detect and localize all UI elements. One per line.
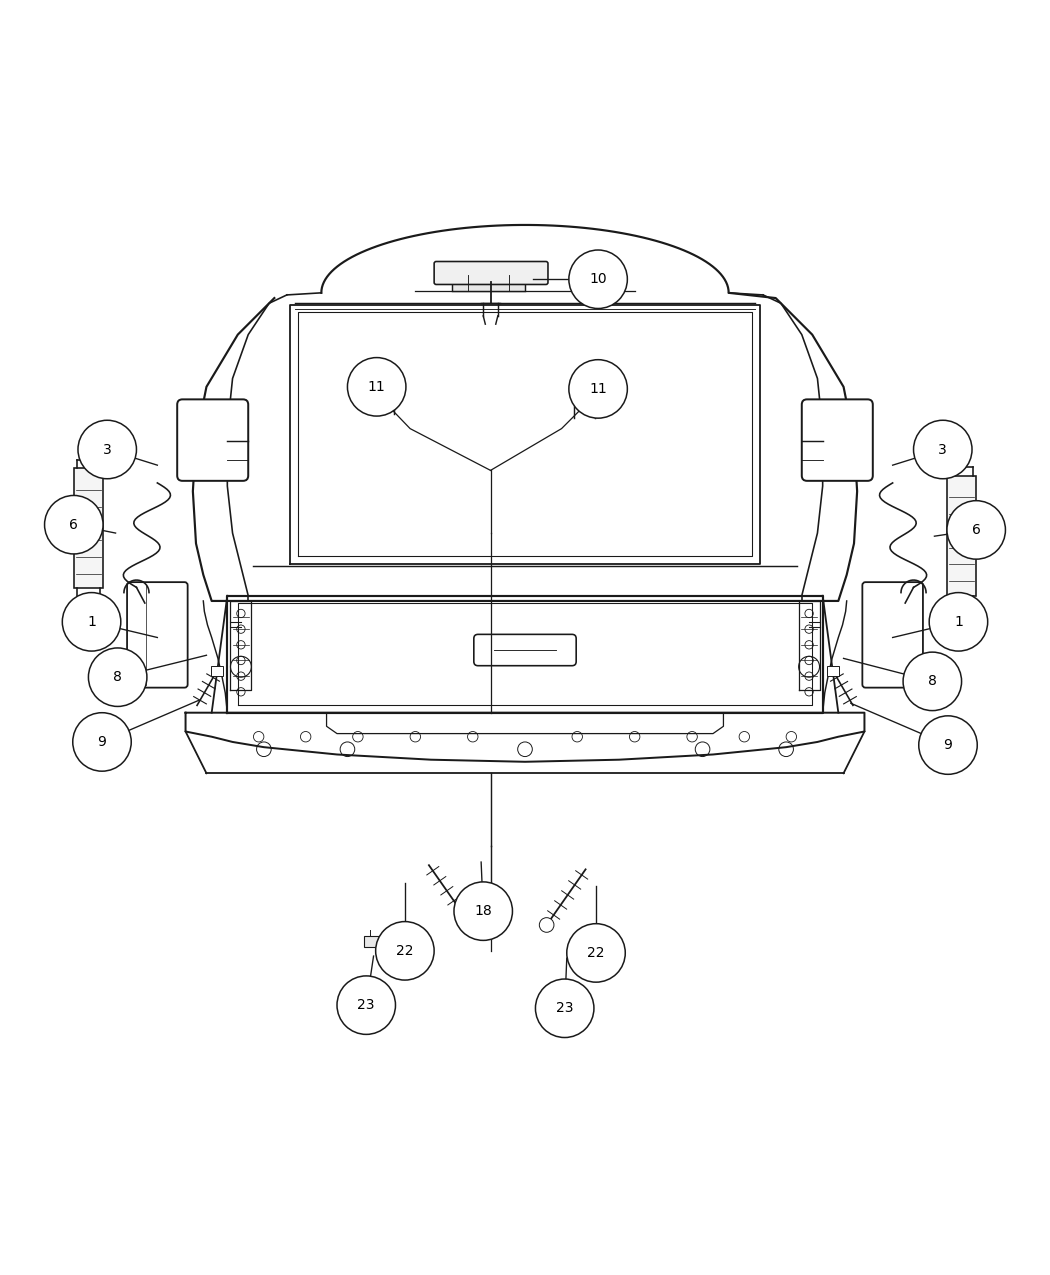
Text: 6: 6 <box>971 523 981 537</box>
Circle shape <box>88 648 147 706</box>
Circle shape <box>903 652 962 710</box>
Text: 1: 1 <box>87 615 96 629</box>
Circle shape <box>461 913 476 928</box>
Circle shape <box>72 713 131 771</box>
Bar <box>947 476 976 595</box>
Text: 6: 6 <box>69 518 79 532</box>
Text: 8: 8 <box>113 671 122 685</box>
Text: 11: 11 <box>589 382 607 397</box>
Text: 23: 23 <box>357 998 375 1012</box>
Text: 9: 9 <box>98 734 106 748</box>
Bar <box>826 666 839 676</box>
Circle shape <box>569 360 627 418</box>
FancyBboxPatch shape <box>177 399 248 481</box>
Bar <box>452 275 525 291</box>
FancyBboxPatch shape <box>434 261 548 284</box>
Text: 22: 22 <box>396 944 414 958</box>
Bar <box>364 936 390 946</box>
Circle shape <box>569 250 627 309</box>
Text: 3: 3 <box>103 442 111 456</box>
Circle shape <box>78 421 136 478</box>
Text: 18: 18 <box>475 904 492 918</box>
Bar <box>211 666 224 676</box>
Circle shape <box>567 923 625 982</box>
Circle shape <box>337 975 396 1034</box>
Circle shape <box>536 979 594 1038</box>
Circle shape <box>929 593 988 652</box>
Circle shape <box>348 357 406 416</box>
Circle shape <box>454 882 512 941</box>
Bar <box>74 468 103 588</box>
Text: 11: 11 <box>368 380 385 394</box>
Circle shape <box>376 922 434 980</box>
Text: 3: 3 <box>939 442 947 456</box>
Circle shape <box>947 501 1006 560</box>
Text: 23: 23 <box>555 1001 573 1015</box>
Circle shape <box>914 421 972 478</box>
Text: 8: 8 <box>928 674 937 688</box>
Circle shape <box>919 715 978 774</box>
Circle shape <box>44 496 103 553</box>
Text: 1: 1 <box>954 615 963 629</box>
Circle shape <box>62 593 121 652</box>
Text: 10: 10 <box>589 273 607 287</box>
FancyBboxPatch shape <box>127 583 188 687</box>
FancyBboxPatch shape <box>862 583 923 687</box>
FancyBboxPatch shape <box>802 399 873 481</box>
Text: 22: 22 <box>587 946 605 960</box>
Circle shape <box>540 918 554 932</box>
Text: 9: 9 <box>944 738 952 752</box>
Bar <box>570 938 595 949</box>
